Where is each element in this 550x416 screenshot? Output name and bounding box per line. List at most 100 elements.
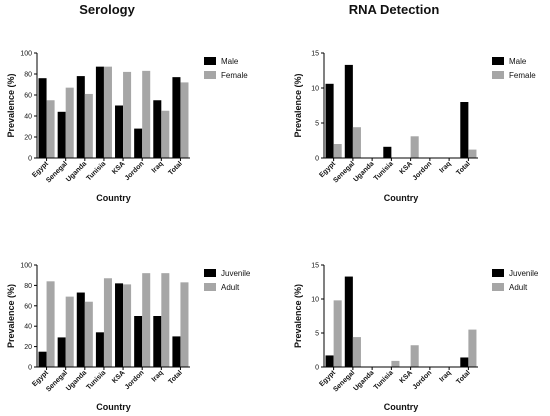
bar-total-female — [180, 82, 189, 158]
y-tick-label: 100 — [20, 263, 32, 270]
y-tick-label: 10 — [311, 86, 319, 93]
bar-egypt-female — [46, 100, 55, 158]
y-tick-label: 15 — [311, 263, 319, 270]
x-tick-label-jordon: Jordon — [124, 369, 146, 391]
y-tick-label: 0 — [28, 365, 32, 372]
bar-egypt-male — [38, 78, 47, 158]
x-axis-title: Country — [96, 193, 131, 203]
y-tick-label: 40 — [24, 324, 32, 331]
bar-senegal-adult — [65, 296, 74, 367]
bar-tunisia-male — [95, 66, 104, 158]
x-tick-label-uganda: Uganda — [65, 369, 88, 392]
x-tick-label-senegal: Senegal — [332, 160, 356, 184]
bar-jordon-female — [142, 70, 151, 158]
y-tick-label: 20 — [24, 135, 32, 142]
legend-label-juvenile: Juvenile — [221, 269, 251, 278]
bar-uganda-juvenile — [76, 292, 85, 367]
bar-egypt-female — [333, 144, 342, 158]
legend-label-male: Male — [221, 57, 239, 66]
bar-tunisia-juvenile — [95, 332, 104, 367]
legend-label-adult: Adult — [221, 283, 240, 292]
x-tick-label-ksa: KSA — [399, 369, 414, 384]
bar-total-adult — [180, 282, 189, 367]
bar-jordon-juvenile — [134, 316, 143, 367]
bar-jordon-male — [134, 128, 143, 158]
x-tick-label-iraq: Iraq — [151, 369, 165, 383]
bar-jordon-adult — [142, 273, 151, 367]
bar-uganda-adult — [84, 301, 93, 367]
y-tick-label: 0 — [28, 156, 32, 163]
bar-ksa-adult — [123, 284, 132, 367]
x-tick-label-iraq: Iraq — [439, 160, 453, 174]
y-tick-label: 100 — [20, 51, 32, 58]
bar-ksa-female — [123, 71, 132, 158]
x-tick-label-jordon: Jordon — [412, 369, 434, 391]
bar-ksa-juvenile — [115, 283, 124, 367]
bar-tunisia-female — [103, 66, 112, 158]
x-tick-label-iraq: Iraq — [439, 369, 453, 383]
bar-egypt-juvenile — [325, 355, 334, 367]
x-axis-title: Country — [384, 193, 419, 203]
y-tick-label: 15 — [311, 51, 319, 58]
y-tick-label: 5 — [315, 121, 319, 128]
bar-senegal-adult — [352, 337, 361, 367]
bar-iraq-adult — [161, 273, 170, 367]
bar-tunisia-adult — [391, 360, 400, 367]
x-tick-label-total: Total — [167, 369, 183, 385]
bar-uganda-female — [84, 93, 93, 158]
bar-total-juvenile — [460, 357, 469, 367]
x-tick-label-uganda: Uganda — [65, 160, 88, 183]
x-tick-label-iraq: Iraq — [151, 160, 165, 174]
bar-senegal-female — [65, 87, 74, 158]
legend-swatch-male — [492, 57, 504, 65]
x-tick-label-tunisia: Tunisia — [373, 369, 395, 391]
bar-ksa-male — [115, 105, 124, 158]
legend-label-female: Female — [509, 71, 536, 80]
bar-ksa-female — [410, 136, 419, 158]
legend-label-adult: Adult — [509, 283, 528, 292]
bar-egypt-juvenile — [38, 351, 47, 367]
y-axis-title: Prevalence (%) — [6, 73, 16, 137]
x-tick-label-tunisia: Tunisia — [85, 160, 107, 182]
column-title-serology: Serology — [79, 2, 135, 17]
bar-total-male — [460, 102, 469, 158]
x-tick-label-jordon: Jordon — [412, 160, 434, 182]
y-tick-label: 60 — [24, 93, 32, 100]
x-tick-label-senegal: Senegal — [45, 369, 69, 393]
legend-label-male: Male — [509, 57, 527, 66]
x-axis-title: Country — [384, 402, 419, 412]
bar-iraq-male — [153, 100, 162, 158]
legend-swatch-juvenile — [204, 269, 216, 277]
x-tick-label-ksa: KSA — [111, 160, 126, 175]
bar-senegal-juvenile — [344, 276, 353, 367]
bar-egypt-adult — [333, 300, 342, 367]
bar-senegal-male — [57, 111, 66, 158]
legend-swatch-male — [204, 57, 216, 65]
x-tick-label-tunisia: Tunisia — [373, 160, 395, 182]
legend-swatch-juvenile — [492, 269, 504, 277]
legend-swatch-adult — [492, 283, 504, 291]
bar-total-female — [468, 149, 477, 158]
legend-swatch-adult — [204, 283, 216, 291]
column-title-rna-detection: RNA Detection — [349, 2, 440, 17]
x-tick-label-senegal: Senegal — [45, 160, 69, 184]
x-tick-label-senegal: Senegal — [332, 369, 356, 393]
bar-uganda-male — [76, 76, 85, 158]
y-axis-title: Prevalence (%) — [293, 284, 303, 348]
y-tick-label: 20 — [24, 344, 32, 351]
y-tick-label: 60 — [24, 303, 32, 310]
y-tick-label: 40 — [24, 114, 32, 121]
legend-swatch-female — [492, 71, 504, 79]
bar-ksa-adult — [410, 345, 419, 367]
x-tick-label-jordon: Jordon — [124, 160, 146, 182]
bar-egypt-adult — [46, 281, 55, 367]
x-tick-label-uganda: Uganda — [352, 160, 375, 183]
x-tick-label-uganda: Uganda — [352, 369, 375, 392]
bar-senegal-female — [352, 127, 361, 158]
y-tick-label: 80 — [24, 283, 32, 290]
y-tick-label: 80 — [24, 72, 32, 79]
